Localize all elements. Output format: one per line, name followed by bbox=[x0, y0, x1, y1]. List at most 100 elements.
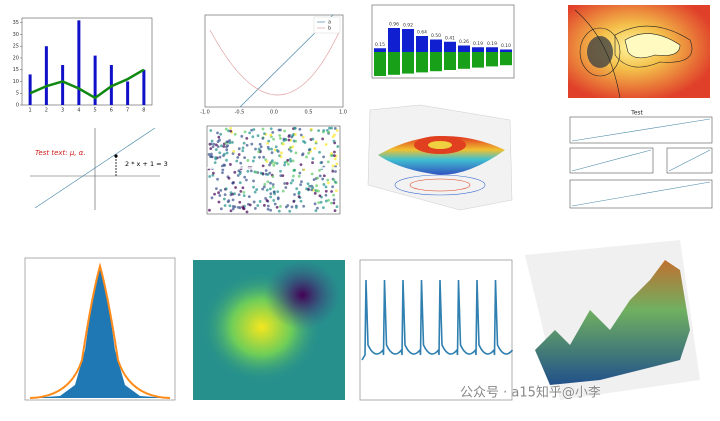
value-label: 0.19 bbox=[473, 41, 483, 47]
dot bbox=[314, 209, 318, 213]
x-tick-label: 3 bbox=[61, 108, 64, 114]
dot bbox=[223, 197, 226, 201]
dot bbox=[335, 162, 339, 166]
dot bbox=[269, 208, 273, 212]
dot bbox=[332, 198, 336, 202]
dot bbox=[223, 152, 226, 156]
dot bbox=[299, 199, 303, 203]
axes bbox=[204, 14, 344, 108]
bar-lower bbox=[416, 52, 428, 73]
bar bbox=[374, 48, 386, 52]
value-label: 0.96 bbox=[389, 22, 399, 28]
dot bbox=[213, 192, 216, 196]
dot bbox=[324, 199, 328, 203]
x-tick-label: 0.5 bbox=[305, 110, 313, 116]
subplot-title: Test bbox=[630, 110, 643, 117]
dot bbox=[326, 178, 330, 182]
dot bbox=[312, 178, 316, 181]
dot bbox=[231, 204, 235, 208]
dot bbox=[328, 126, 331, 130]
dot bbox=[275, 148, 279, 152]
dot bbox=[238, 172, 242, 176]
line bbox=[29, 68, 145, 100]
dot bbox=[275, 205, 279, 209]
dot bbox=[252, 156, 256, 159]
dot bbox=[318, 174, 322, 178]
dot bbox=[269, 181, 272, 185]
dot bbox=[271, 185, 275, 189]
dot bbox=[208, 208, 211, 212]
panel-spikes bbox=[359, 259, 514, 401]
dot bbox=[250, 142, 254, 146]
contour bbox=[574, 9, 621, 99]
dot bbox=[208, 175, 212, 178]
dot bbox=[283, 182, 287, 185]
contour bbox=[394, 174, 486, 196]
dot bbox=[216, 177, 219, 181]
dot bbox=[327, 198, 330, 202]
dot bbox=[291, 159, 295, 163]
dot bbox=[279, 169, 282, 173]
axes bbox=[666, 147, 713, 174]
value-label: 0.64 bbox=[417, 30, 427, 36]
dot bbox=[333, 150, 336, 154]
dot bbox=[261, 187, 265, 191]
dot bbox=[276, 197, 280, 201]
bar-lower bbox=[388, 52, 400, 75]
panel-scatter bbox=[206, 125, 341, 215]
dot bbox=[331, 164, 335, 168]
dot bbox=[291, 134, 295, 137]
dot bbox=[317, 201, 321, 205]
curve bbox=[571, 149, 652, 172]
dot bbox=[289, 146, 292, 149]
bar-lower bbox=[472, 52, 484, 68]
trace bbox=[361, 279, 514, 361]
bar-lower bbox=[486, 52, 498, 67]
dot bbox=[278, 134, 282, 137]
bar-lower bbox=[500, 52, 512, 66]
dot bbox=[269, 195, 273, 199]
dot bbox=[227, 176, 231, 180]
dot bbox=[279, 155, 283, 159]
dot bbox=[299, 183, 303, 187]
dot bbox=[214, 143, 218, 147]
dot bbox=[242, 141, 246, 145]
dot bbox=[336, 145, 340, 148]
dot bbox=[214, 156, 217, 159]
heatmap bbox=[193, 260, 345, 400]
bar bbox=[77, 20, 81, 106]
dot bbox=[254, 170, 258, 174]
dot bbox=[335, 129, 339, 132]
dot bbox=[281, 174, 285, 177]
dot bbox=[228, 141, 232, 145]
dot bbox=[243, 175, 247, 179]
dot bbox=[308, 184, 312, 188]
dot bbox=[257, 150, 261, 154]
y-tick-label: 10 bbox=[13, 79, 19, 85]
x-tick-label: -1.0 bbox=[200, 110, 210, 116]
dot bbox=[273, 202, 277, 206]
dot bbox=[242, 194, 246, 198]
y-tick-label: 20 bbox=[13, 55, 19, 61]
dot bbox=[266, 180, 270, 184]
dot bbox=[272, 199, 276, 202]
dot bbox=[331, 135, 335, 139]
dot bbox=[302, 204, 306, 208]
dot bbox=[263, 132, 266, 136]
dot bbox=[318, 150, 321, 154]
dot bbox=[307, 148, 311, 152]
dot bbox=[333, 209, 337, 213]
dot bbox=[269, 133, 273, 137]
dot bbox=[286, 158, 290, 162]
dot bbox=[262, 155, 266, 159]
dot bbox=[314, 140, 318, 144]
dot bbox=[320, 161, 324, 164]
dot bbox=[331, 169, 335, 173]
dot bbox=[273, 161, 277, 165]
dot bbox=[261, 164, 265, 168]
dot bbox=[275, 162, 279, 165]
axes bbox=[21, 17, 153, 106]
dot bbox=[228, 204, 232, 208]
dot bbox=[301, 135, 305, 139]
